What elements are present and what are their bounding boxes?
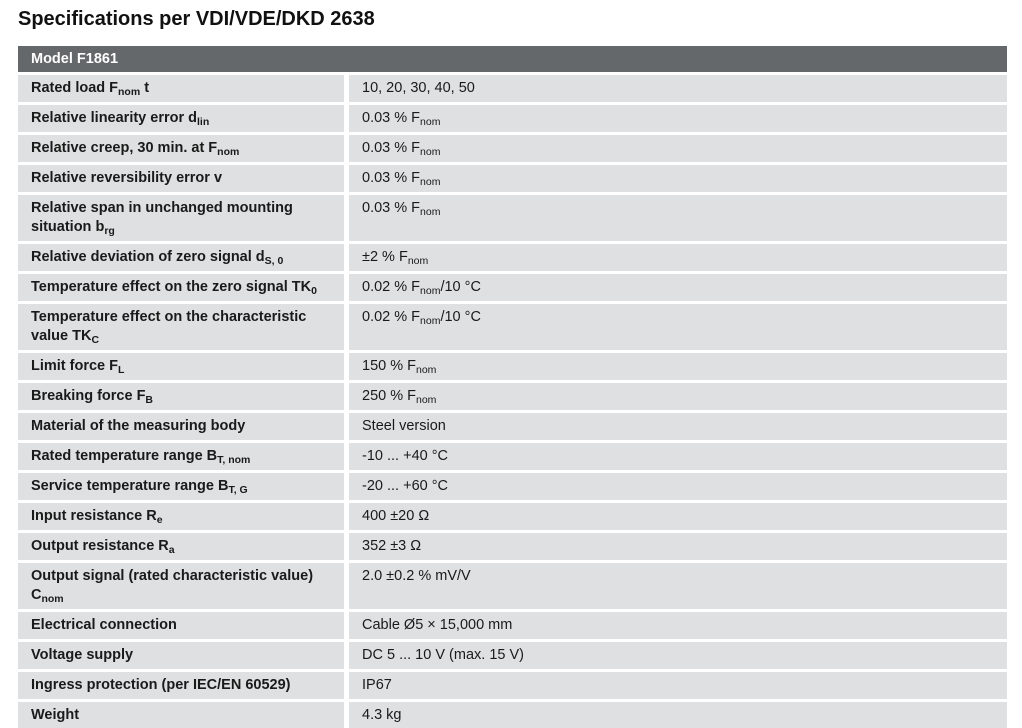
spec-value: 352 ±3 Ω (349, 533, 1007, 560)
table-row: Service temperature range BT, G -20 ... … (18, 473, 1007, 500)
spec-value: 250 % Fnom (349, 383, 1007, 410)
table-row: Relative linearity error dlin 0.03 % Fno… (18, 105, 1007, 132)
table-row: Temperature effect on the zero signal TK… (18, 274, 1007, 301)
table-row: Rated load Fnom t 10, 20, 30, 40, 50 (18, 75, 1007, 102)
spec-value: 0.03 % Fnom (349, 105, 1007, 132)
spec-value: Steel version (349, 413, 1007, 440)
spec-value: 150 % Fnom (349, 353, 1007, 380)
spec-label: Relative span in unchanged mounting situ… (18, 195, 344, 241)
spec-label: Voltage supply (18, 642, 344, 669)
table-row: Electrical connection Cable Ø5 × 15,000 … (18, 612, 1007, 639)
spec-label: Relative linearity error dlin (18, 105, 344, 132)
spec-value: 0.03 % Fnom (349, 135, 1007, 162)
spec-label: Ingress protection (per IEC/EN 60529) (18, 672, 344, 699)
spec-value: 2.0 ±0.2 % mV/V (349, 563, 1007, 609)
spec-value: -10 ... +40 °C (349, 443, 1007, 470)
spec-label: Temperature effect on the characteristic… (18, 304, 344, 350)
spec-value: 400 ±20 Ω (349, 503, 1007, 530)
table-row: Output resistance Ra 352 ±3 Ω (18, 533, 1007, 560)
table-row: Relative reversibility error v 0.03 % Fn… (18, 165, 1007, 192)
spec-label: Relative deviation of zero signal dS, 0 (18, 244, 344, 271)
spec-label: Relative reversibility error v (18, 165, 344, 192)
spec-value: DC 5 ... 10 V (max. 15 V) (349, 642, 1007, 669)
table-row: Material of the measuring body Steel ver… (18, 413, 1007, 440)
spec-value: IP67 (349, 672, 1007, 699)
table-row: Ingress protection (per IEC/EN 60529) IP… (18, 672, 1007, 699)
table-row: Relative span in unchanged mounting situ… (18, 195, 1007, 241)
table-row: Output signal (rated characteristic valu… (18, 563, 1007, 609)
table-row: Rated temperature range BT, nom -10 ... … (18, 443, 1007, 470)
spec-label: Rated load Fnom t (18, 75, 344, 102)
spec-label: Weight (18, 702, 344, 728)
specs-table: Model F1861 Rated load Fnom t 10, 20, 30… (18, 46, 1007, 728)
table-header-model: Model F1861 (18, 46, 1007, 72)
spec-value: -20 ... +60 °C (349, 473, 1007, 500)
spec-label: Output resistance Ra (18, 533, 344, 560)
spec-value: 0.02 % Fnom/10 °C (349, 274, 1007, 301)
table-row: Input resistance Re 400 ±20 Ω (18, 503, 1007, 530)
spec-value: 0.03 % Fnom (349, 165, 1007, 192)
spec-label: Breaking force FB (18, 383, 344, 410)
spec-value: ±2 % Fnom (349, 244, 1007, 271)
table-row: Temperature effect on the characteristic… (18, 304, 1007, 350)
table-row: Limit force FL 150 % Fnom (18, 353, 1007, 380)
table-row: Breaking force FB 250 % Fnom (18, 383, 1007, 410)
table-row: Voltage supply DC 5 ... 10 V (max. 15 V) (18, 642, 1007, 669)
spec-label: Limit force FL (18, 353, 344, 380)
spec-label: Input resistance Re (18, 503, 344, 530)
spec-value: Cable Ø5 × 15,000 mm (349, 612, 1007, 639)
spec-value: 0.03 % Fnom (349, 195, 1007, 241)
spec-value: 0.02 % Fnom/10 °C (349, 304, 1007, 350)
table-row: Weight 4.3 kg (18, 702, 1007, 728)
spec-label: Rated temperature range BT, nom (18, 443, 344, 470)
table-row: Relative creep, 30 min. at Fnom 0.03 % F… (18, 135, 1007, 162)
spec-label: Electrical connection (18, 612, 344, 639)
page-title: Specifications per VDI/VDE/DKD 2638 (18, 8, 375, 30)
spec-label: Output signal (rated characteristic valu… (18, 563, 344, 609)
spec-label: Relative creep, 30 min. at Fnom (18, 135, 344, 162)
spec-value: 4.3 kg (349, 702, 1007, 728)
spec-label: Material of the measuring body (18, 413, 344, 440)
spec-label: Temperature effect on the zero signal TK… (18, 274, 344, 301)
spec-value: 10, 20, 30, 40, 50 (349, 75, 1007, 102)
table-body: Rated load Fnom t 10, 20, 30, 40, 50 Rel… (18, 75, 1007, 728)
table-row: Relative deviation of zero signal dS, 0 … (18, 244, 1007, 271)
spec-label: Service temperature range BT, G (18, 473, 344, 500)
